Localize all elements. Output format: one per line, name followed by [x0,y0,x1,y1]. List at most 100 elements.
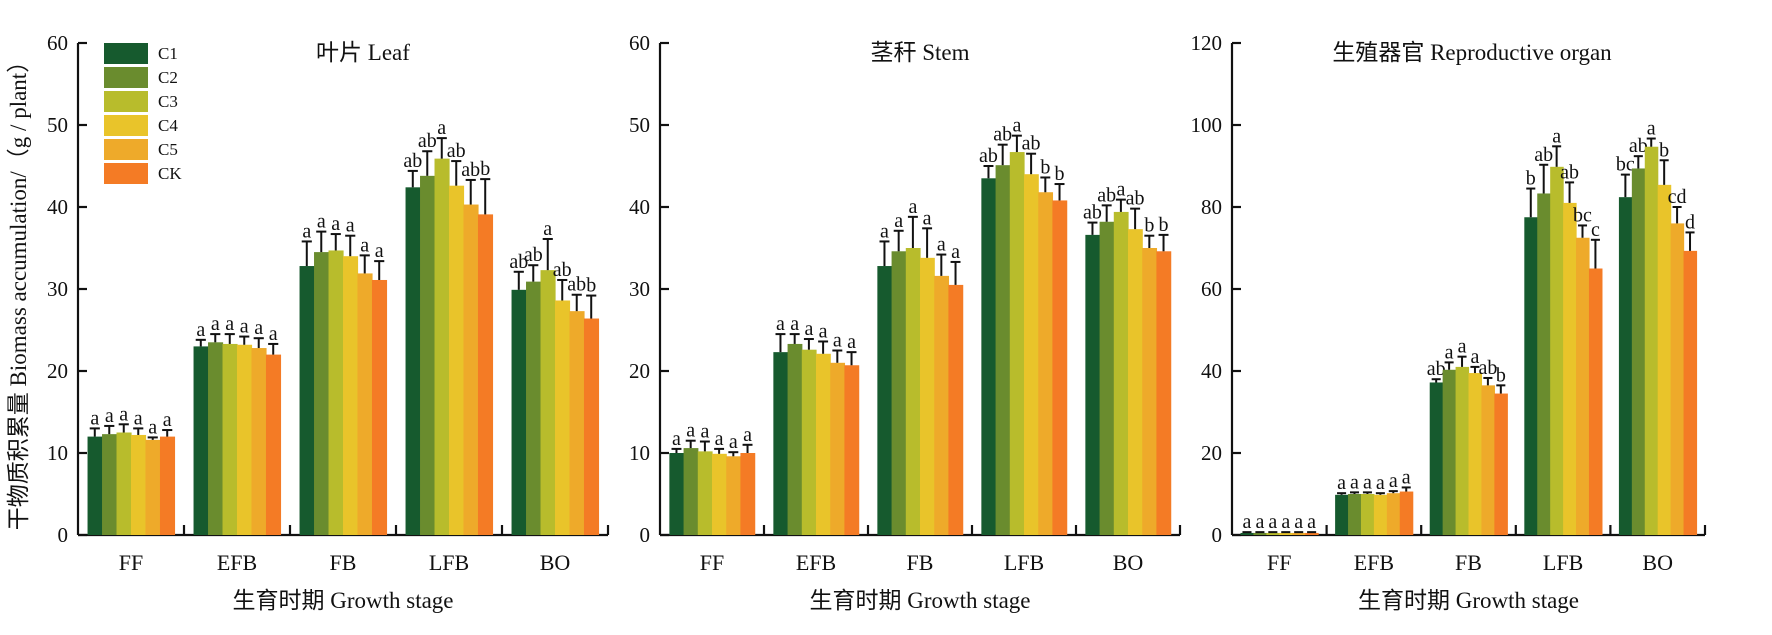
y-tick-label: 30 [47,277,68,301]
significance-label: a [1647,118,1656,140]
legend-swatch-C3 [104,91,148,112]
bar-C1-LFB [405,187,421,535]
significance-label: a [1268,511,1277,533]
bar-C2-LFB [1537,193,1551,535]
y-tick-label: 0 [1212,523,1223,547]
panel-1: 0 10 20 30 40 50 60 FF EFB FB LFB BO 生育时期 Growth sta… [47,31,610,613]
bar-C3-FF [697,451,713,535]
bar-C1-EFB [193,346,209,535]
x-tick-label: FF [119,550,143,575]
significance-label: b [1659,139,1669,161]
significance-label: a [1350,471,1359,493]
significance-label: a [90,407,99,429]
significance-label: a [437,117,446,139]
bar-C1-BO [1618,197,1633,535]
x-tick-label: BO [1642,550,1673,575]
bar-C3-LFB [1009,152,1025,535]
y-tick-label: 0 [640,523,651,547]
y-tick-label: 50 [47,113,68,137]
bar-C5-FB [1481,385,1495,535]
bar-C3-EFB [222,343,238,535]
x-tick-label: EFB [796,550,836,575]
bar-C1-FB [877,266,893,535]
significance-label: ab [1097,184,1116,206]
x-axis-title: 生育时期 Growth stage [232,588,453,613]
legend-swatch-C5 [104,139,148,160]
legend-swatch-C1 [104,43,148,64]
bar-C5-LFB [1038,192,1054,536]
significance-label: a [148,416,157,438]
significance-label: a [1116,179,1125,201]
x-axis-title: 生育时期 Growth stage [809,588,1030,613]
significance-label: b [1055,163,1065,185]
bar-C1-FF [1240,532,1255,535]
y-tick-label: 10 [629,441,650,465]
significance-label: a [819,320,828,342]
significance-label: a [743,424,752,446]
bar-C4-BO [1657,184,1672,536]
significance-label: ab [1083,202,1102,224]
x-tick-label: LFB [1543,550,1583,575]
significance-label: a [360,234,369,256]
bar-CK-EFB [844,365,860,535]
y-tick-label: 40 [629,195,650,219]
significance-label: a [715,428,724,450]
legend-label-C3: C3 [158,92,178,111]
significance-label: a [1012,115,1021,137]
significance-label: a [1552,125,1561,147]
legend: C1 C2 C3 C4 C5 CK [104,43,182,184]
bar-C4-BO [555,300,571,535]
significance-label: ab [1126,188,1145,210]
bar-CK-FF [740,453,756,535]
bar-CK-LFB [477,214,494,535]
bar-C2-FB [891,251,907,535]
y-tick-label: 60 [1201,277,1222,301]
x-tick-label: BO [540,550,571,575]
panel-title: 茎秆 Stem [870,40,969,65]
bar-C2-FB [1442,369,1457,535]
bar-C3-FB [328,250,344,535]
panel-2: 0 10 20 30 40 50 60 FF EFB FB LFB BO 生育时期 Growth sta… [629,31,1182,613]
significance-label: a [923,207,932,229]
y-tick-label: 120 [1191,31,1223,55]
bar-C1-FB [299,266,315,535]
y-tick-label: 80 [1201,195,1222,219]
significance-label: a [254,317,263,339]
bar-C2-BO [1631,168,1646,535]
y-tick-label: 50 [629,113,650,137]
x-tick-label: FF [1267,550,1291,575]
significance-label: a [1471,346,1480,368]
x-tick-label: EFB [217,550,257,575]
y-tick-label: 0 [58,523,69,547]
bar-CK-BO [1683,250,1698,535]
bar-C3-FF [1266,532,1280,535]
significance-label: ab [509,251,528,273]
significance-label: a [672,428,681,450]
significance-label: a [1337,472,1346,494]
bar-C4-FB [920,257,935,535]
significance-label: ab [553,259,572,281]
bar-C1-BO [1085,234,1101,535]
significance-label: a [937,234,946,256]
significance-label: a [1376,472,1385,494]
legend-swatch-C4 [104,115,148,136]
bar-C4-EFB [1373,494,1388,535]
bar-C3-BO [1113,211,1129,536]
bar-C4-EFB [816,353,831,535]
bar-C1-FF [87,436,103,535]
significance-label: a [1243,511,1252,533]
significance-label: a [951,241,960,263]
legend-label-C2: C2 [158,68,178,87]
significance-label: a [776,313,785,335]
significance-label: a [346,215,355,237]
significance-label: ab [993,124,1012,146]
bar-C1-EFB [773,352,789,535]
legend-label-C4: C4 [158,116,178,135]
significance-label: ab [567,274,586,296]
bar-C4-FF [131,434,147,535]
bar-CK-EFB [265,354,282,535]
legend-label-C5: C5 [158,140,178,159]
significance-label: bc [1616,154,1635,176]
significance-label: ab [1478,357,1497,379]
